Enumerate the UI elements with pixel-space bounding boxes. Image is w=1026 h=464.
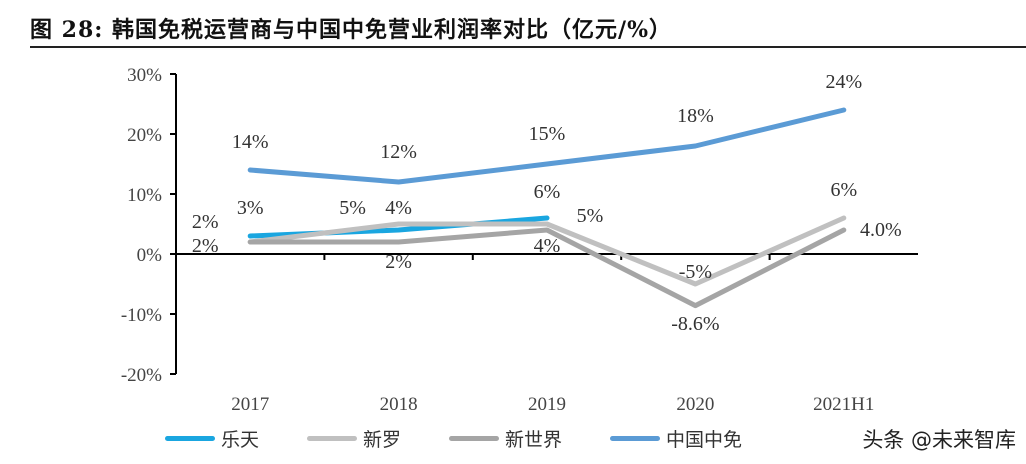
x-tick-label: 2020 <box>676 394 714 415</box>
y-tick-label: 30% <box>127 65 162 86</box>
legend-label: 新罗 <box>363 429 402 451</box>
legend-item: 乐天 <box>165 425 259 452</box>
data-label: -8.6% <box>671 313 719 335</box>
legend-swatch <box>165 436 215 441</box>
data-label: 2% <box>192 211 219 233</box>
data-label: 4.0% <box>860 219 902 241</box>
y-tick-label: -10% <box>121 305 162 326</box>
series-line-1 <box>247 215 847 287</box>
watermark: 头条 @未来智库 <box>862 428 1016 452</box>
data-label: 3% <box>237 197 264 219</box>
data-label: 5% <box>577 205 604 227</box>
data-label: 15% <box>529 123 566 145</box>
y-tick-label: 0% <box>137 245 163 266</box>
x-tick-label: 2017 <box>231 394 269 415</box>
y-tick-label: -20% <box>121 365 162 386</box>
data-label: 24% <box>825 71 862 93</box>
legend: 乐天 新罗 新世界 中国中免 <box>165 425 790 452</box>
data-label: 6% <box>534 181 561 203</box>
series-line-3 <box>247 107 847 185</box>
legend-swatch <box>449 436 500 441</box>
data-label: 2% <box>385 251 412 273</box>
data-label: 14% <box>232 131 269 153</box>
y-tick-label: 20% <box>127 125 162 146</box>
legend-item: 中国中免 <box>610 425 742 452</box>
chart-title: 图 28: 韩国免税运营商与中国中免营业利润率对比（亿元/%） <box>30 17 672 43</box>
x-tick-label: 2021H1 <box>813 394 874 415</box>
series-line-2 <box>247 227 847 309</box>
legend-label: 新世界 <box>505 429 563 451</box>
data-label: 6% <box>830 179 857 201</box>
data-label: 18% <box>677 105 714 127</box>
legend-label: 乐天 <box>221 429 260 451</box>
y-tick-label: 10% <box>127 185 162 206</box>
data-label: 4% <box>385 197 412 219</box>
data-label: 12% <box>380 141 417 163</box>
data-label: 2% <box>192 235 219 257</box>
legend-item: 新世界 <box>449 425 562 452</box>
legend-swatch <box>610 436 661 441</box>
data-label: -5% <box>679 261 712 283</box>
x-tick-label: 2018 <box>380 394 418 415</box>
x-tick-label: 2019 <box>528 394 566 415</box>
data-label: 5% <box>339 197 366 219</box>
legend-label: 中国中免 <box>666 429 743 451</box>
legend-swatch <box>307 436 358 441</box>
legend-item: 新罗 <box>307 425 401 452</box>
title-divider <box>30 46 1026 48</box>
data-label: 4% <box>534 235 561 257</box>
